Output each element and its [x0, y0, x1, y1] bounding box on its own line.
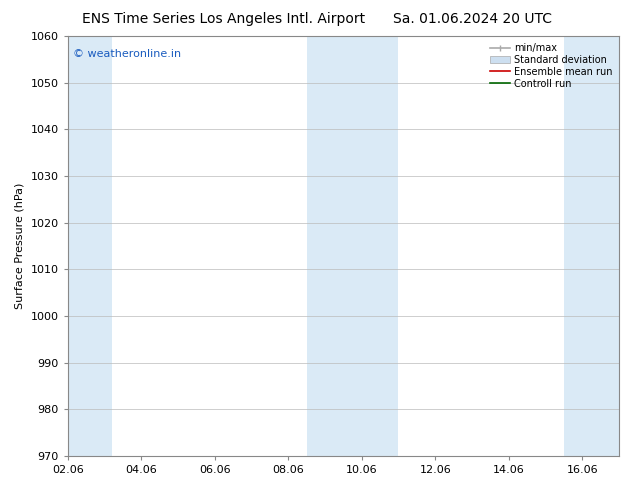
Bar: [564, 36, 619, 456]
Text: Sa. 01.06.2024 20 UTC: Sa. 01.06.2024 20 UTC: [393, 12, 552, 26]
Text: © weatheronline.in: © weatheronline.in: [73, 49, 181, 59]
Bar: [307, 36, 399, 456]
Text: ENS Time Series Los Angeles Intl. Airport: ENS Time Series Los Angeles Intl. Airpor…: [82, 12, 366, 26]
Legend: min/max, Standard deviation, Ensemble mean run, Controll run: min/max, Standard deviation, Ensemble me…: [488, 41, 614, 91]
Bar: [68, 36, 112, 456]
Y-axis label: Surface Pressure (hPa): Surface Pressure (hPa): [15, 183, 25, 309]
